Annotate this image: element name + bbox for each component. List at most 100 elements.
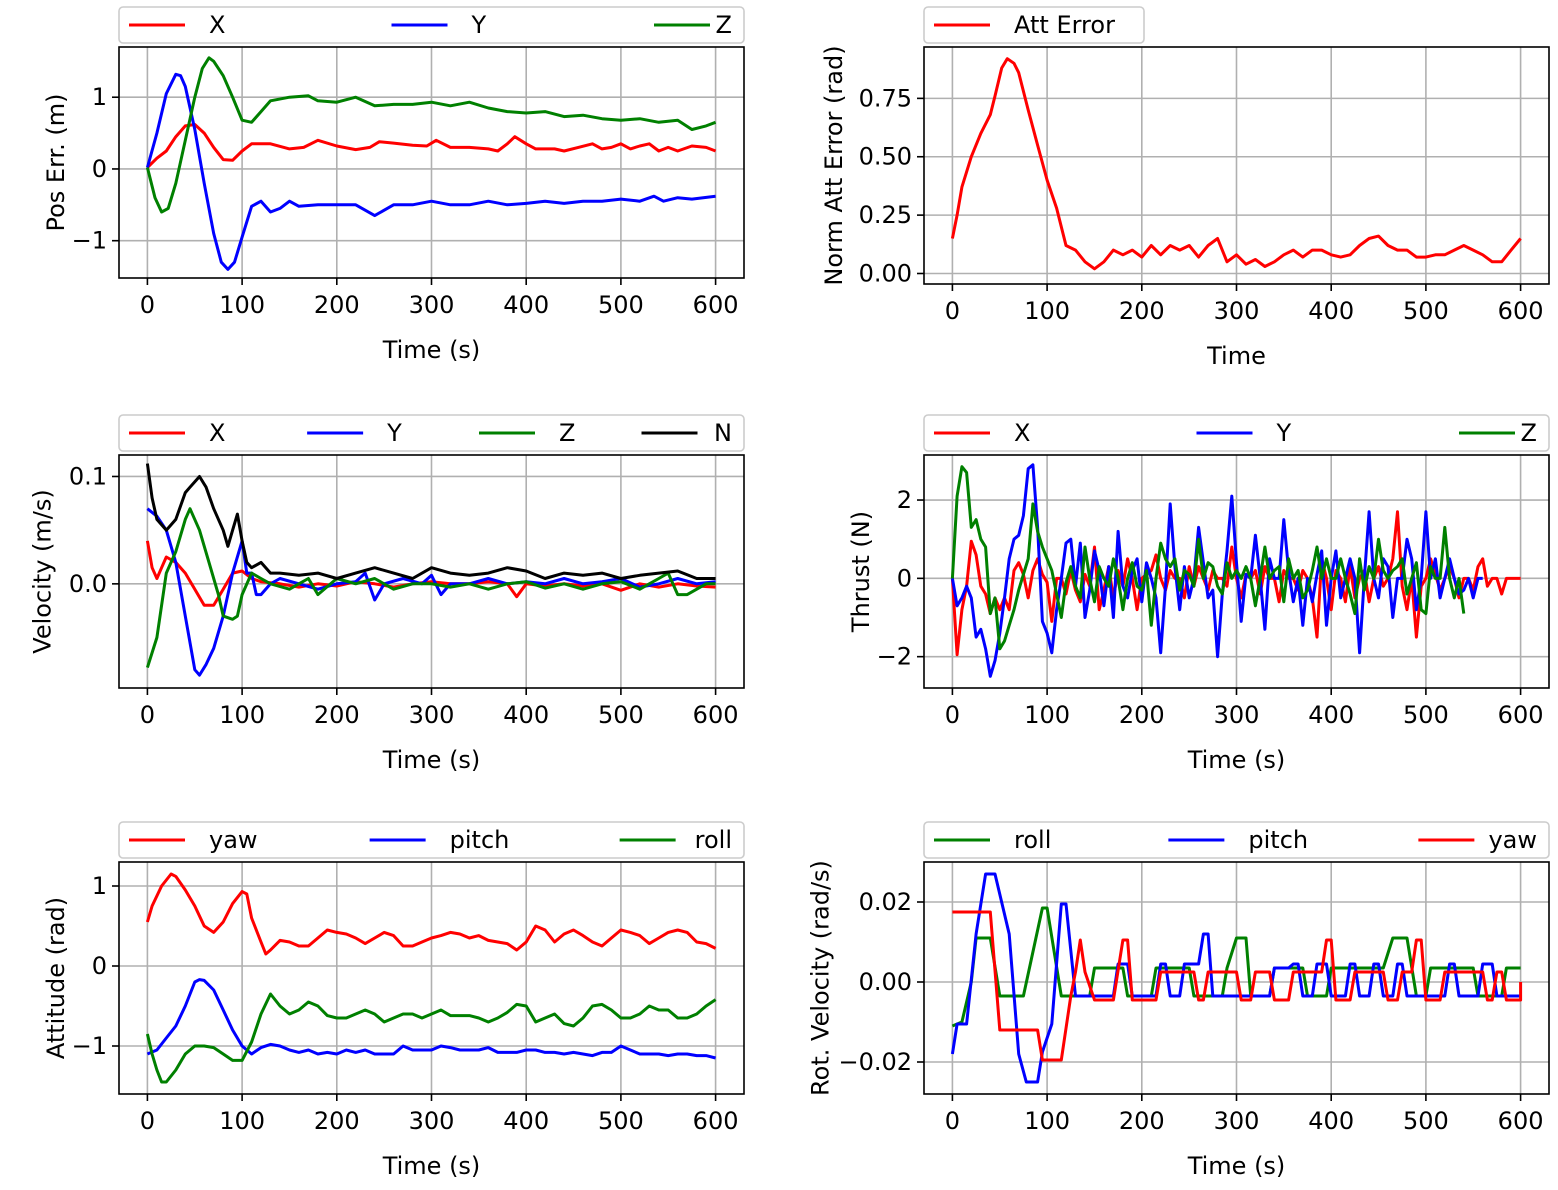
series-line-yaw bbox=[145, 872, 717, 956]
x-tick-label: 600 bbox=[1498, 1107, 1544, 1135]
legend: roll pitch yaw bbox=[923, 821, 1550, 859]
x-tick-label: 0 bbox=[140, 701, 155, 729]
series-line-z bbox=[145, 507, 716, 669]
y-axis-label: Attitude (rad) bbox=[42, 897, 70, 1059]
x-tick-label: 500 bbox=[1403, 1107, 1449, 1135]
x-tick-label: 300 bbox=[1214, 297, 1260, 325]
x-tick-label: 300 bbox=[1214, 701, 1260, 729]
series-line-att-error bbox=[950, 57, 1522, 271]
x-tick-label: 300 bbox=[409, 701, 455, 729]
x-tick-label: 200 bbox=[314, 291, 360, 319]
series-line-x bbox=[145, 540, 716, 607]
x-tick-label: 100 bbox=[1024, 701, 1070, 729]
x-tick-label: 0 bbox=[945, 701, 960, 729]
chart-4: 0 100 200 300 400 500 600 −2 0 2 Time (s) Thrust (N… bbox=[847, 414, 1550, 774]
series-line-y bbox=[145, 72, 716, 271]
x-tick-label: 100 bbox=[219, 291, 265, 319]
y-tick-label: −2 bbox=[877, 643, 912, 671]
chart-6: 0 100 200 300 400 500 600 −0.02 0.00 0.02 Time (s)… bbox=[807, 821, 1550, 1180]
legend-box bbox=[118, 821, 745, 859]
legend-label: Z bbox=[559, 419, 575, 447]
x-axis-label: Time (s) bbox=[382, 1152, 481, 1180]
legend-label: yaw bbox=[1488, 826, 1537, 854]
legend-label: pitch bbox=[1248, 826, 1308, 854]
legend-label: roll bbox=[695, 826, 732, 854]
series-line-z bbox=[950, 465, 1466, 651]
series-line-x bbox=[146, 123, 717, 169]
y-axis-label: Pos Err. (m) bbox=[42, 93, 70, 231]
x-tick-label: 600 bbox=[1498, 297, 1544, 325]
y-tick-label: 0.00 bbox=[859, 968, 912, 996]
y-axis-label: Norm Att Error (rad) bbox=[820, 45, 848, 285]
x-tick-label: 0 bbox=[945, 1107, 960, 1135]
y-tick-label: 0.25 bbox=[859, 201, 912, 229]
y-tick-label: 0 bbox=[92, 155, 107, 183]
legend: X Y Z bbox=[118, 6, 745, 44]
x-tick-label: 0 bbox=[945, 297, 960, 325]
x-tick-label: 100 bbox=[219, 1107, 265, 1135]
x-tick-label: 200 bbox=[1119, 701, 1165, 729]
y-tick-label: 0 bbox=[897, 564, 912, 592]
legend-label: N bbox=[714, 419, 732, 447]
y-axis-label: Velocity (m/s) bbox=[29, 489, 57, 653]
x-axis-label: Time (s) bbox=[382, 746, 481, 774]
x-tick-label: 400 bbox=[1308, 297, 1354, 325]
x-tick-label: 500 bbox=[1403, 701, 1449, 729]
x-tick-label: 500 bbox=[1403, 297, 1449, 325]
series-line-z bbox=[145, 56, 717, 214]
legend-label: Y bbox=[471, 11, 487, 39]
legend: yaw pitch roll bbox=[118, 821, 745, 859]
x-tick-label: 300 bbox=[409, 291, 455, 319]
legend-label: roll bbox=[1014, 826, 1051, 854]
x-tick-label: 400 bbox=[1308, 701, 1354, 729]
legend-label: Z bbox=[1521, 419, 1537, 447]
y-tick-label: 1 bbox=[92, 83, 107, 111]
series-line-pitch bbox=[146, 978, 716, 1060]
y-tick-label: 1 bbox=[92, 872, 107, 900]
legend-label: yaw bbox=[209, 826, 258, 854]
x-tick-label: 400 bbox=[503, 291, 549, 319]
y-tick-label: 0.0 bbox=[69, 570, 107, 598]
y-tick-label: 2 bbox=[897, 486, 912, 514]
chart-5: 0 100 200 300 400 500 600 −1 0 1 Time (s) Attitude … bbox=[42, 821, 745, 1180]
series-line-n bbox=[145, 463, 716, 580]
x-tick-label: 400 bbox=[1308, 1107, 1354, 1135]
legend-label: Z bbox=[716, 11, 732, 39]
x-tick-label: 0 bbox=[140, 1107, 155, 1135]
x-tick-label: 400 bbox=[503, 1107, 549, 1135]
y-tick-label: 0 bbox=[92, 952, 107, 980]
x-tick-label: 100 bbox=[219, 701, 265, 729]
x-tick-label: 300 bbox=[1214, 1107, 1260, 1135]
x-tick-label: 200 bbox=[1119, 297, 1165, 325]
x-tick-label: 600 bbox=[693, 291, 739, 319]
series-line-yaw bbox=[952, 910, 1523, 1062]
y-axis-label: Thrust (N) bbox=[847, 511, 875, 633]
legend-label: Att Error bbox=[1014, 11, 1115, 39]
x-tick-label: 600 bbox=[1498, 701, 1544, 729]
y-tick-label: −1 bbox=[72, 1032, 107, 1060]
y-tick-label: 0.75 bbox=[859, 84, 912, 112]
x-tick-label: 0 bbox=[140, 291, 155, 319]
y-tick-label: 0.00 bbox=[859, 259, 912, 287]
series-line-y bbox=[950, 463, 1483, 678]
x-tick-label: 500 bbox=[598, 1107, 644, 1135]
x-tick-label: 500 bbox=[598, 701, 644, 729]
y-axis-label: Rot. Velocity (rad/s) bbox=[807, 860, 835, 1096]
x-tick-label: 300 bbox=[409, 1107, 455, 1135]
legend-label: X bbox=[209, 419, 225, 447]
x-tick-label: 600 bbox=[693, 701, 739, 729]
x-axis-label: Time (s) bbox=[1187, 1152, 1286, 1180]
legend-box bbox=[923, 821, 1550, 859]
y-tick-label: 0.50 bbox=[859, 143, 912, 171]
legend-label: X bbox=[209, 11, 225, 39]
x-tick-label: 100 bbox=[1024, 297, 1070, 325]
x-tick-label: 100 bbox=[1024, 1107, 1070, 1135]
x-tick-label: 200 bbox=[1119, 1107, 1165, 1135]
legend: X Y Z bbox=[923, 414, 1550, 452]
y-tick-label: −1 bbox=[72, 227, 107, 255]
x-tick-label: 200 bbox=[314, 1107, 360, 1135]
legend-box bbox=[923, 6, 1145, 44]
legend-label: pitch bbox=[450, 826, 510, 854]
y-tick-label: 0.02 bbox=[859, 888, 912, 916]
